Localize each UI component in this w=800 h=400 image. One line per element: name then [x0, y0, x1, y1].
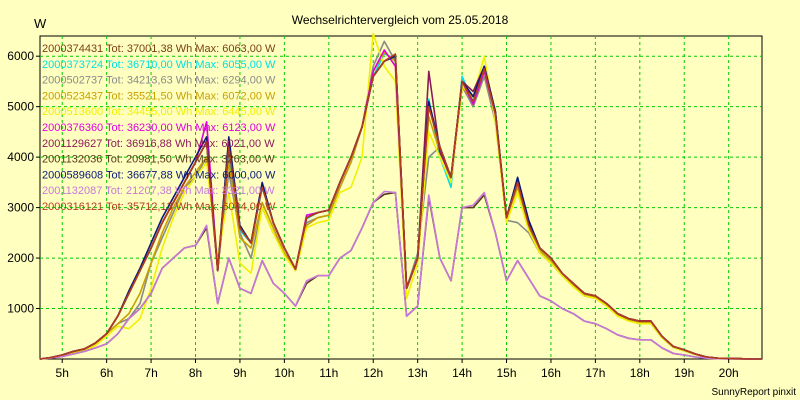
x-axis-ticks: 5h 6h 7h 8h 9h 10h 11h 12h 13h 14h 15h 16h 17h 18h 19h… — [56, 359, 739, 380]
gridlines — [40, 36, 762, 359]
legend-entry: 2001129627 Tot: 36916,88 Wh Max: 6021,00… — [42, 138, 275, 150]
legend-entry: 2000523437 Tot: 35521,50 Wh Max: 6072,00… — [42, 90, 276, 102]
series-line-10 — [39, 190, 762, 360]
x-tick-label: 5h — [56, 366, 69, 380]
y-tick-label: 3000 — [7, 201, 34, 215]
footer-credit: SunnyReport pinxit — [712, 387, 797, 398]
x-tick-label: 6h — [100, 366, 113, 380]
x-tick-label: 12h — [363, 366, 383, 380]
legend-entry: 2001132036 Tot: 20981,50 Wh Max: 3263,00… — [42, 154, 275, 166]
series-line-11 — [39, 53, 762, 360]
y-tick-label: 5000 — [7, 100, 34, 114]
x-tick-label: 19h — [674, 366, 694, 380]
y-tick-label: 1000 — [7, 302, 34, 316]
y-tick-label: 2000 — [7, 251, 34, 265]
x-tick-label: 17h — [585, 366, 605, 380]
legend-entry: 2001132087 Tot: 21207,38 Wh Max: 3321,00… — [42, 185, 275, 197]
legend-entry: 2000376360 Tot: 36230,00 Wh Max: 6123,00… — [42, 122, 276, 134]
legend-entry: 2000316121 Tot: 35712,13 Wh Max: 6044,00… — [42, 201, 276, 213]
x-tick-label: 9h — [233, 366, 246, 380]
legend: 2000374431 Tot: 37001,38 Wh Max: 6063,00… — [42, 43, 276, 213]
x-tick-label: 11h — [319, 366, 338, 380]
x-tick-label: 16h — [541, 366, 561, 380]
x-tick-label: 14h — [452, 366, 472, 380]
x-tick-label: 20h — [719, 366, 739, 380]
series-lines — [39, 32, 762, 360]
x-tick-label: 18h — [630, 366, 650, 380]
legend-entry: 2000374431 Tot: 37001,38 Wh Max: 6063,00… — [42, 43, 276, 55]
legend-entry: 2000502737 Tot: 34213,63 Wh Max: 6294,00… — [42, 75, 276, 87]
chart-title: Wechselrichtervergleich vom 25.05.2018 — [292, 13, 509, 27]
x-tick-label: 10h — [274, 366, 294, 380]
y-axis-unit-label: W — [34, 16, 47, 31]
legend-entry: 2000373724 Tot: 36710,00 Wh Max: 6055,00… — [42, 59, 276, 71]
legend-entry: 2000589608 Tot: 36677,88 Wh Max: 6000,00… — [42, 169, 276, 181]
x-tick-label: 15h — [497, 366, 517, 380]
x-tick-label: 8h — [189, 366, 202, 380]
x-tick-label: 13h — [408, 366, 428, 380]
y-tick-label: 6000 — [7, 49, 34, 63]
plot-area — [39, 35, 763, 360]
x-tick-label: 7h — [144, 366, 157, 380]
y-axis-ticks: 1000 2000 3000 4000 5000 6000 — [7, 49, 40, 316]
y-tick-label: 4000 — [7, 150, 34, 164]
legend-entry: 2000513600 Tot: 34455,00 Wh Max: 6445,00… — [42, 106, 276, 118]
